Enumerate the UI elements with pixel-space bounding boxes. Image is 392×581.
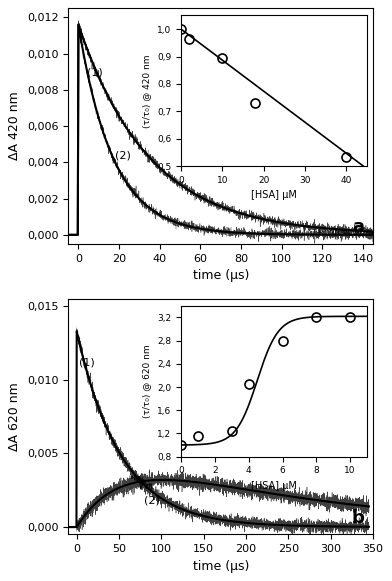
X-axis label: time (μs): time (μs) <box>192 560 249 573</box>
Text: a: a <box>352 218 364 236</box>
Text: (1): (1) <box>87 67 102 77</box>
X-axis label: time (μs): time (μs) <box>192 269 249 282</box>
Text: (1): (1) <box>79 357 95 367</box>
Text: (2): (2) <box>115 150 131 161</box>
Text: (2): (2) <box>145 496 160 505</box>
Y-axis label: ΔA 420 nm: ΔA 420 nm <box>8 92 21 160</box>
Y-axis label: ΔA 620 nm: ΔA 620 nm <box>9 382 22 451</box>
Text: b: b <box>352 508 365 526</box>
